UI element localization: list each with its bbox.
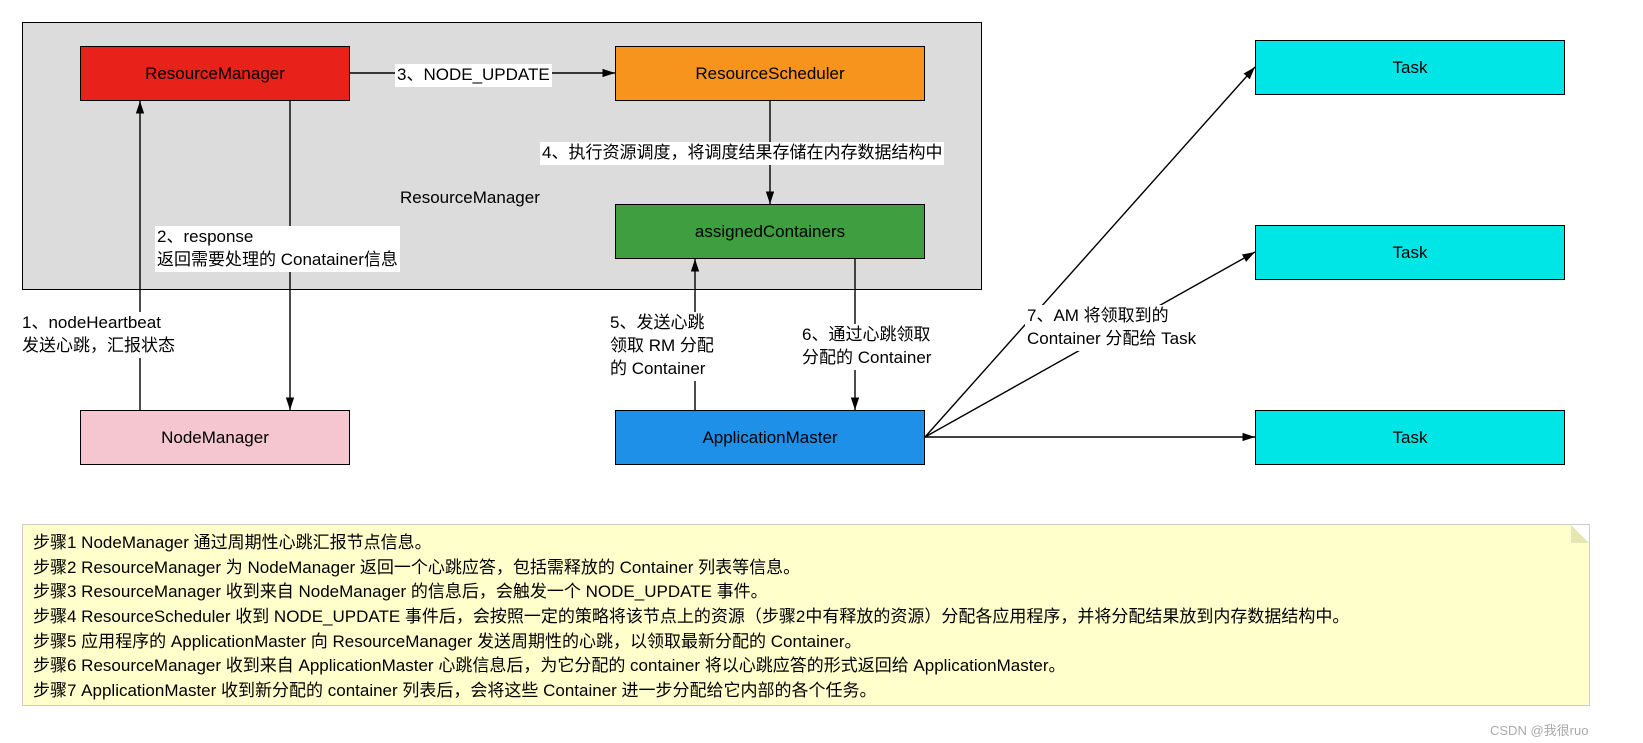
watermark-text: CSDN @我很ruo	[1490, 720, 1588, 739]
node-label: ApplicationMaster	[702, 428, 837, 448]
edge-label-e5: 5、发送心跳 领取 RM 分配 的 Container	[608, 312, 716, 381]
notes-line: 步骤4 ResourceScheduler 收到 NODE_UPDATE 事件后…	[33, 605, 1579, 630]
notes-line: 步骤2 ResourceManager 为 NodeManager 返回一个心跳…	[33, 556, 1579, 581]
edge-label-e7c: 7、AM 将领取到的 Container 分配给 Task	[1025, 305, 1198, 351]
edge-label-e1: 1、nodeHeartbeat 发送心跳，汇报状态	[20, 312, 177, 358]
task-node: Task	[1255, 40, 1565, 95]
notes-panel: 步骤1 NodeManager 通过周期性心跳汇报节点信息。步骤2 Resour…	[22, 524, 1590, 706]
container-label: ResourceManager	[400, 188, 540, 208]
resource-scheduler-node: ResourceScheduler	[615, 46, 925, 101]
notes-line: 步骤6 ResourceManager 收到来自 ApplicationMast…	[33, 654, 1579, 679]
node-label: assignedContainers	[695, 222, 845, 242]
notes-fold-icon	[1571, 525, 1589, 543]
task-node: Task	[1255, 225, 1565, 280]
notes-line: 步骤3 ResourceManager 收到来自 NodeManager 的信息…	[33, 580, 1579, 605]
notes-text: 步骤1 NodeManager 通过周期性心跳汇报节点信息。步骤2 Resour…	[33, 531, 1579, 703]
edge-label-e4: 4、执行资源调度，将调度结果存储在内存数据结构中	[540, 142, 944, 165]
node-label: ResourceScheduler	[695, 64, 844, 84]
node-label: ResourceManager	[145, 64, 285, 84]
assigned-containers-node: assignedContainers	[615, 204, 925, 259]
node-label: Task	[1393, 58, 1428, 78]
task-node: Task	[1255, 410, 1565, 465]
diagram-canvas: ResourceManager ResourceManager Resource…	[0, 0, 1643, 743]
node-label: Task	[1393, 243, 1428, 263]
notes-line: 步骤5 应用程序的 ApplicationMaster 向 ResourceMa…	[33, 630, 1579, 655]
notes-line: 步骤7 ApplicationMaster 收到新分配的 container 列…	[33, 679, 1579, 704]
application-master-node: ApplicationMaster	[615, 410, 925, 465]
edge-label-e3: 3、NODE_UPDATE	[395, 64, 552, 87]
node-label: Task	[1393, 428, 1428, 448]
edge-label-e2: 2、response 返回需要处理的 Conatainer信息	[155, 226, 400, 272]
resource-manager-node: ResourceManager	[80, 46, 350, 101]
notes-line: 步骤1 NodeManager 通过周期性心跳汇报节点信息。	[33, 531, 1579, 556]
node-manager-node: NodeManager	[80, 410, 350, 465]
edge-label-e6: 6、通过心跳领取 分配的 Container	[800, 324, 933, 370]
node-label: NodeManager	[161, 428, 269, 448]
